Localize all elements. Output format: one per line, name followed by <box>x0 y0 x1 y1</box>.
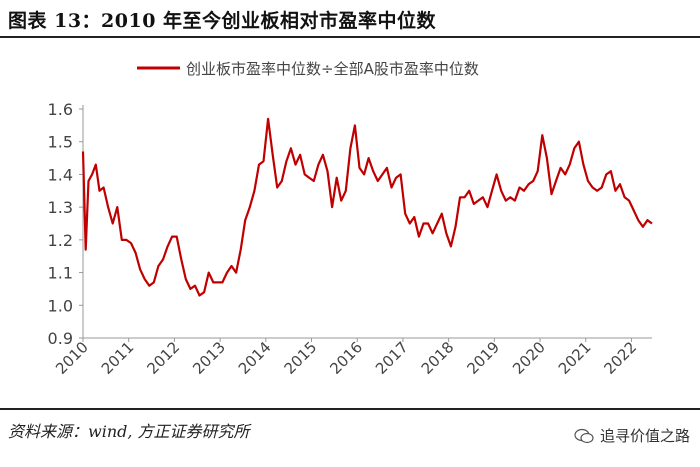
x-tick-label: 2017 <box>372 338 412 378</box>
x-axis: 2010 2011 2012 2013 2014 2015 2016 2017 2018 2019… <box>52 338 652 378</box>
x-tick-label: 2019 <box>463 338 503 378</box>
watermark: 追寻价值之路 <box>574 425 690 446</box>
x-tick-label: 2012 <box>144 338 184 378</box>
y-tick-label: 1.0 <box>48 296 73 315</box>
legend-label: 创业板市盈率中位数÷全部A股市盈率中位数 <box>186 60 479 78</box>
line-chart: 创业板市盈率中位数÷全部A股市盈率中位数 0.9 1.0 1.1 1.2 1.3 1.4 1… <box>0 38 700 408</box>
figure-title: 图表 13：2010 年至今创业板相对市盈率中位数 <box>8 6 436 33</box>
x-tick-label: 2018 <box>418 338 458 378</box>
x-tick-label: 2022 <box>601 338 641 378</box>
y-tick-label: 1.6 <box>48 100 73 119</box>
y-tick-label: 1.1 <box>48 264 73 283</box>
x-tick-label: 2021 <box>555 338 595 378</box>
series-line <box>83 119 652 296</box>
x-tick-label: 2011 <box>98 338 138 378</box>
x-tick-label: 2015 <box>281 338 321 378</box>
y-tick-label: 0.9 <box>48 329 73 348</box>
bottom-divider <box>0 408 700 410</box>
y-axis: 0.9 1.0 1.1 1.2 1.3 1.4 1.5 1.6 <box>48 100 83 348</box>
wechat-icon <box>574 428 594 444</box>
x-tick-label: 2014 <box>235 338 275 378</box>
legend: 创业板市盈率中位数÷全部A股市盈率中位数 <box>137 60 479 78</box>
x-tick-label: 2016 <box>326 338 366 378</box>
y-tick-label: 1.2 <box>48 231 73 250</box>
source-note: 资料来源：wind, 方正证券研究所 <box>8 418 250 442</box>
x-tick-label: 2020 <box>509 338 549 378</box>
y-tick-label: 1.4 <box>48 165 73 184</box>
watermark-label: 追寻价值之路 <box>600 425 690 446</box>
y-tick-label: 1.5 <box>48 133 73 152</box>
y-tick-label: 1.3 <box>48 198 73 217</box>
x-tick-label: 2013 <box>189 338 229 378</box>
